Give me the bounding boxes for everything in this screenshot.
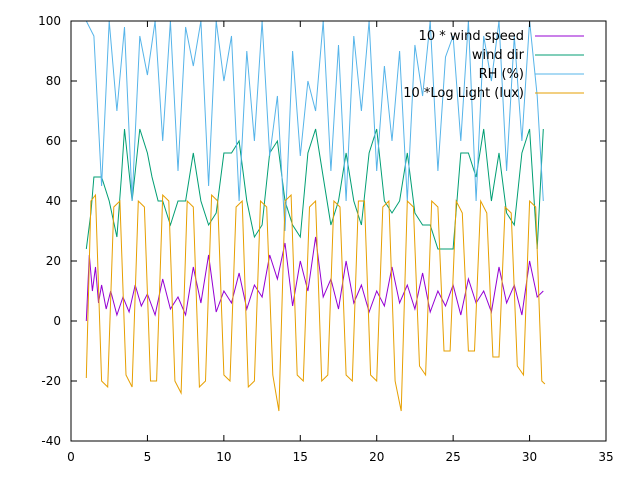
x-tick-label: 35	[598, 450, 613, 464]
series-line-3	[85, 193, 546, 412]
legend-label-1: wind dir	[472, 48, 525, 63]
plot-frame	[70, 20, 607, 442]
y-tick-label: -20	[41, 374, 61, 388]
legend-label-0: 10 * wind speed	[419, 29, 524, 44]
y-tick-label: 0	[53, 314, 61, 328]
x-tick-label: 0	[67, 450, 75, 464]
x-tick-label: 5	[144, 450, 152, 464]
axis-layer: 0 5 10 15 20 25 30 35 -40 -20 0 20 40 60 80 100	[38, 14, 614, 464]
x-tick-label: 15	[293, 450, 308, 464]
series-line-2	[85, 21, 544, 232]
x-tick-label: 10	[216, 450, 231, 464]
legend-label-3: 10 *Log Light (lux)	[403, 86, 524, 101]
x-tick-label: 20	[369, 450, 384, 464]
series-line-0	[85, 236, 544, 322]
y-tick-label: 60	[46, 134, 61, 148]
series-group	[85, 21, 546, 412]
y-tick-label: 80	[46, 74, 61, 88]
y-tick-label: 100	[38, 14, 61, 28]
y-tick-label: -40	[41, 434, 61, 448]
series-layer	[85, 21, 546, 412]
x-tick-label: 25	[446, 450, 461, 464]
legend-label-2: RH (%)	[479, 67, 524, 82]
y-tick-label: 20	[46, 254, 61, 268]
x-tick-label: 30	[522, 450, 537, 464]
series-line-1	[85, 128, 544, 250]
y-tick-label: 40	[46, 194, 61, 208]
legend: 10 * wind speed wind dir RH (%) 10 *Log Lig…	[403, 29, 584, 101]
